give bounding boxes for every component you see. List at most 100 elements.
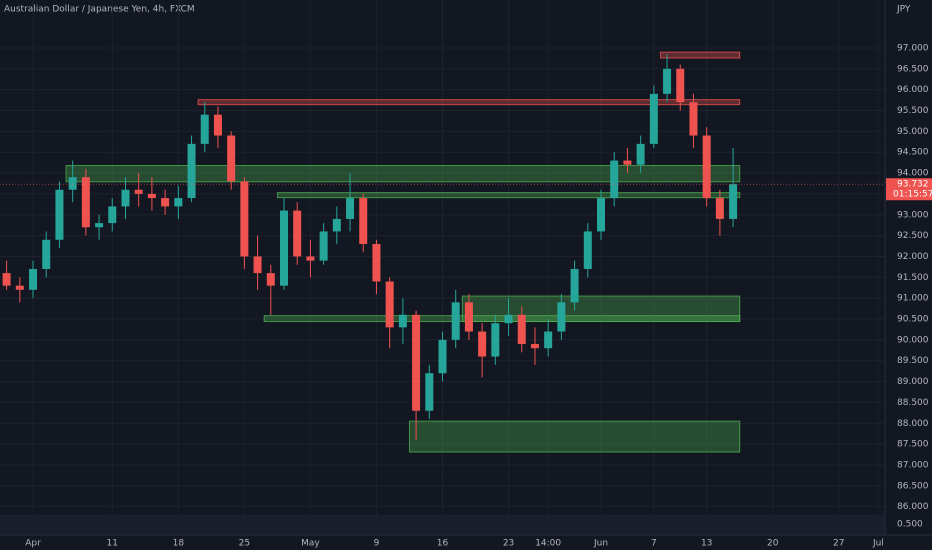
x-tick-label: 9 [374,539,380,549]
y-tick-label: 86.000 [897,502,929,512]
candle-body [279,210,288,286]
y-tick-label: 92.500 [897,231,929,241]
candle-body [597,198,606,232]
x-tick-label: 27 [833,539,844,549]
candle-body [425,373,434,411]
candle-body [689,102,698,136]
y-tick-label: 93.000 [897,210,929,220]
y-tick-label: 90.500 [897,315,929,325]
candle-body [372,243,381,282]
candle-body [464,302,473,332]
chart-title: Australian Dollar / Japanese Yen, 4h, FX… [4,5,195,15]
candle-body [95,223,104,228]
candle-body [213,114,222,136]
candle-body [702,135,711,199]
y-tick-label: 89.500 [897,356,929,366]
candle-body [438,339,447,374]
y-tick-label: 87.500 [897,440,929,450]
candle-body [266,273,275,286]
zone [263,315,741,323]
candle-body [161,198,170,207]
candle-body [398,314,407,328]
candle-body [68,177,77,190]
candle-body [583,231,592,269]
candle-body [227,135,236,182]
y-tick-label: 88.500 [897,398,929,408]
candle-body [623,160,632,165]
candle-body [29,268,38,290]
y-tick-label: 94.500 [897,148,929,158]
x-tick-label: 20 [767,539,779,549]
candle-body [530,344,539,349]
y-tick-label: 86.500 [897,481,929,491]
candle-body [715,198,724,219]
candle-body [81,177,90,228]
candle-body [319,231,328,261]
zone [197,99,741,106]
candle-body [332,218,341,232]
candle-body [174,198,183,207]
candle-body [121,189,130,207]
candle-body [346,198,355,219]
candle-body [504,314,513,324]
y-tick-label: 96.500 [897,64,929,74]
y-tick-label: 92.000 [897,252,929,262]
candle-body [610,160,619,199]
candle-body [491,323,500,357]
candle-body [359,198,368,244]
candle-body [42,239,51,269]
candle-body [729,184,738,219]
candle-body [451,302,460,340]
x-tick-label: Jul [872,539,884,549]
countdown-label: 01:15:57 [893,190,932,200]
price-label: 93.732 [897,180,929,190]
x-tick-label: 23 [503,539,514,549]
currency-label: JPY [896,5,911,15]
candle-body [636,143,645,165]
y-tick-label: 96.000 [897,85,929,95]
candle-body [649,93,658,144]
candle-body [544,331,553,349]
indicator-tick-label: 0.500 [897,520,923,530]
candle-body [517,314,526,345]
zone [408,420,741,453]
x-tick-label: 14:00 [535,539,561,549]
x-tick-label: May [301,539,320,549]
candle-body [134,189,143,194]
candle-body [478,331,487,357]
price-label-bg [886,178,932,201]
indicator-pane [0,515,885,535]
candle-body [557,302,566,332]
x-tick-label: 18 [173,539,185,549]
y-tick-label: 87.000 [897,460,929,470]
y-tick-label: 89.000 [897,377,929,387]
y-tick-label: 97.000 [897,43,929,53]
y-tick-label: 88.000 [897,419,929,429]
candle-body [676,68,685,103]
candle-body [187,143,196,199]
candle-body [570,268,579,303]
candle-body [200,114,209,144]
candle-body [293,210,302,257]
candle-body [253,256,262,274]
candle-body [15,285,24,290]
x-tick-label: 16 [437,539,449,549]
x-tick-label: Jun [593,539,608,549]
x-tick-label: 25 [239,539,250,549]
zone [276,192,741,199]
candle-body [385,281,394,328]
x-tick-label: 7 [651,539,657,549]
candle-body [240,181,249,257]
candle-body [663,68,672,94]
zone [659,51,741,59]
candle-body [2,273,11,286]
candle-body [147,193,156,199]
y-tick-label: 95.000 [897,127,929,137]
x-tick-label: Apr [25,539,41,549]
candle-body [108,206,117,224]
x-tick-label: 13 [701,539,712,549]
candle-body [412,314,421,411]
candle-body [306,256,315,261]
